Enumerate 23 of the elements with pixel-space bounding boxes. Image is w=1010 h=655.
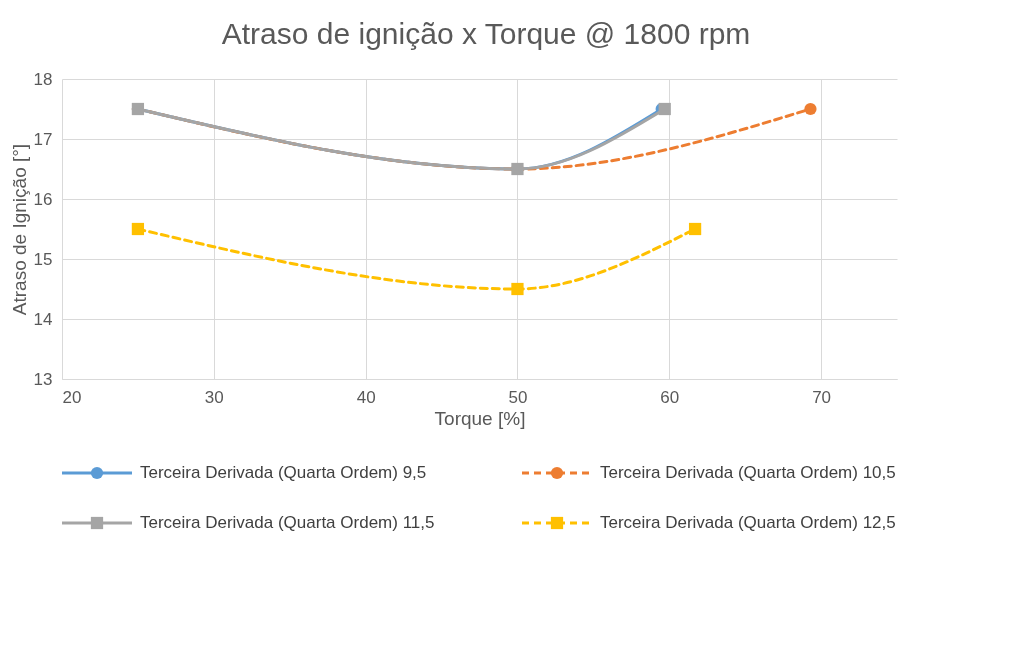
y-tick-label: 15 xyxy=(33,249,53,269)
y-tick-label: 18 xyxy=(33,69,53,89)
x-tick-label: 20 xyxy=(62,387,82,407)
point xyxy=(804,102,817,116)
x-axis-title: Torque [%] xyxy=(434,407,526,429)
legend-label: Terceira Derivada (Quarta Ordem) 12,5 xyxy=(600,513,896,532)
x-tick-label: 50 xyxy=(508,387,528,407)
point xyxy=(511,282,524,296)
y-tick-label: 16 xyxy=(33,189,53,209)
chart-title: Atraso de ignição x Torque @ 1800 rpm xyxy=(221,17,751,50)
y-axis-title: Atraso de Ignição [°] xyxy=(8,143,30,316)
legend-label: Terceira Derivada (Quarta Ordem) 11,5 xyxy=(140,513,435,532)
legend-label: Terceira Derivada (Quarta Ordem) 9,5 xyxy=(140,463,427,482)
x-tick-label: 70 xyxy=(812,387,832,407)
point xyxy=(131,222,145,236)
x-tick-label: 30 xyxy=(204,387,224,407)
x-tick-label: 40 xyxy=(356,387,376,407)
point xyxy=(688,222,702,236)
y-tick-label: 14 xyxy=(33,309,53,329)
y-tick-label: 17 xyxy=(33,129,53,149)
x-tick-label: 60 xyxy=(660,387,680,407)
y-tick-label: 13 xyxy=(33,369,53,389)
legend-label: Terceira Derivada (Quarta Ordem) 10,5 xyxy=(600,463,896,482)
